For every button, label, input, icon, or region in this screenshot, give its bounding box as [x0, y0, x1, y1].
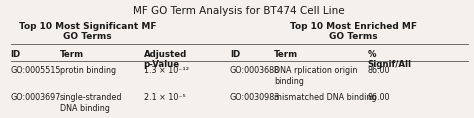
Text: GO:0005515: GO:0005515	[10, 66, 61, 75]
Text: ID: ID	[10, 50, 21, 59]
Text: Term: Term	[274, 50, 298, 59]
Text: Top 10 Most Enriched MF
GO Terms: Top 10 Most Enriched MF GO Terms	[290, 22, 417, 41]
Text: Top 10 Most Significant MF
GO Terms: Top 10 Most Significant MF GO Terms	[19, 22, 156, 41]
Text: GO:0030983: GO:0030983	[230, 93, 280, 102]
Text: protin binding: protin binding	[60, 66, 116, 75]
Text: 86.00: 86.00	[368, 93, 390, 102]
Text: %
Signif/All: % Signif/All	[368, 50, 411, 69]
Text: Term: Term	[60, 50, 83, 59]
Text: ID: ID	[230, 50, 240, 59]
Text: GO:0003697: GO:0003697	[10, 93, 61, 102]
Text: Adjusted
p-Value: Adjusted p-Value	[144, 50, 187, 69]
Text: GO:0003688: GO:0003688	[230, 66, 280, 75]
Text: 1.3 × 10⁻¹²: 1.3 × 10⁻¹²	[144, 66, 189, 75]
Text: 86.00: 86.00	[368, 66, 390, 75]
Text: 2.1 × 10⁻⁵: 2.1 × 10⁻⁵	[144, 93, 185, 102]
Text: DNA rplication origin
binding: DNA rplication origin binding	[274, 66, 357, 86]
Text: MF GO Term Analysis for BT474 Cell Line: MF GO Term Analysis for BT474 Cell Line	[133, 6, 345, 16]
Text: mismatched DNA binding: mismatched DNA binding	[274, 93, 377, 102]
Text: single-stranded
DNA binding: single-stranded DNA binding	[60, 93, 122, 113]
